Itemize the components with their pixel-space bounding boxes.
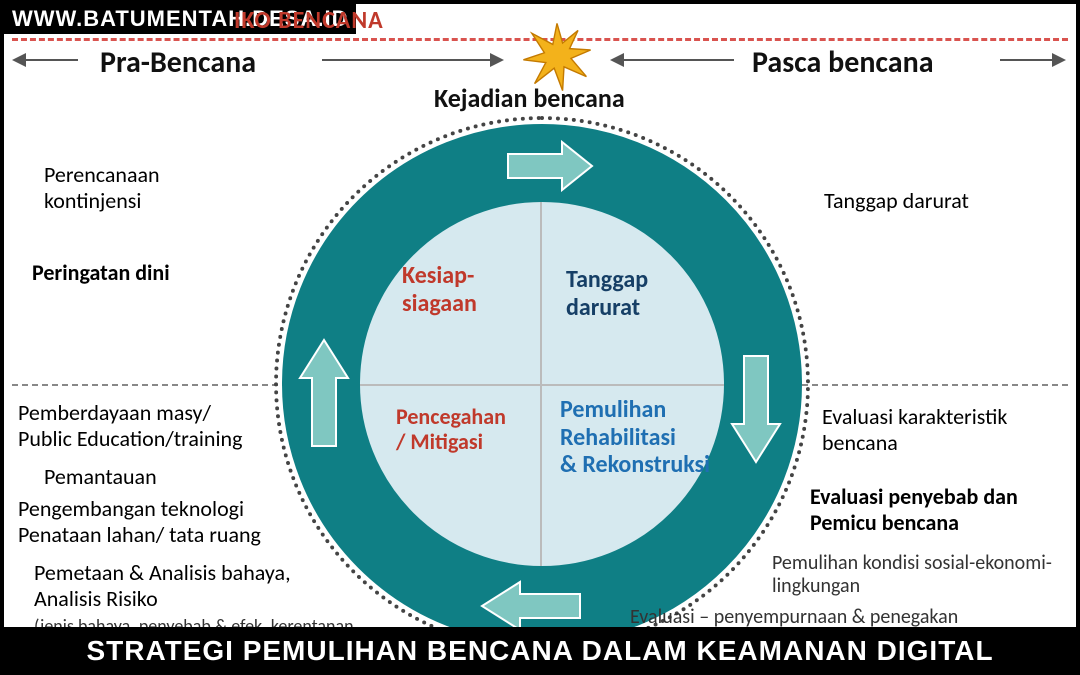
right-upper-item-1: Tanggap darurat	[824, 188, 969, 214]
diagram-stage: WWW.BATUMENTAH.DESA.ID IKO BENCANA Pra-B…	[0, 0, 1080, 675]
quadrant-prevention: Pencegahan / Mitigasi	[396, 404, 506, 455]
phase-pre-label: Pra-Bencana	[100, 44, 256, 81]
cycle-cross-horizontal	[360, 384, 724, 386]
quadrant-preparedness: Kesiap- siagaan	[402, 262, 477, 317]
cycle-arrow-right-icon	[726, 350, 786, 468]
left-upper-item-2: Peringatan dini	[32, 260, 170, 286]
right-lower-item-2: Evaluasi penyebab dan Pemicu bencana	[810, 484, 1018, 537]
quadrant-recovery: Pemulihan Rehabilitasi & Rekonstruksi	[560, 396, 710, 479]
left-upper-item-1: Perencanaan kontinjensi	[44, 162, 160, 215]
left-lower-item-2: Pemantauan	[44, 464, 157, 490]
phase-post-label: Pasca bencana	[752, 44, 934, 81]
left-lower-item-4: Penataan lahan/ tata ruang	[18, 522, 261, 548]
footer-title: STRATEGI PEMULIHAN BENCANA DALAM KEAMANA…	[86, 635, 993, 667]
right-lower-item-4: Evaluasi – penyempurnaan & penegakan	[630, 606, 958, 629]
left-lower-item-5: Pemetaan & Analisis bahaya, Analisis Ris…	[34, 560, 291, 613]
cycle-arrow-top-icon	[502, 136, 598, 196]
timeline-arrowhead-right	[490, 53, 504, 67]
timeline-arrow-line	[26, 59, 78, 61]
timeline-arrow-line	[1000, 59, 1052, 61]
left-lower-item-3: Pengembangan teknologi	[18, 496, 244, 522]
cycle-arrow-left-icon	[294, 334, 354, 452]
quadrant-response-inner: Tanggap darurat	[566, 266, 648, 321]
event-center-label: Kejadian bencana	[434, 82, 625, 114]
left-lower-item-1: Pemberdayaan masy/ Public Education/trai…	[18, 400, 242, 453]
timeline-arrowhead-left	[12, 53, 26, 67]
right-lower-item-1: Evaluasi karakteristik bencana	[822, 404, 1007, 457]
timeline-arrowhead-right	[1052, 53, 1066, 67]
title-fragment: IKO BENCANA	[234, 6, 384, 35]
timeline-arrow-line	[624, 59, 734, 61]
timeline-arrow-line	[322, 59, 492, 61]
timeline-arrowhead-left	[610, 53, 624, 67]
right-lower-item-3: Pemulihan kondisi sosial-ekonomi- lingku…	[772, 552, 1052, 598]
